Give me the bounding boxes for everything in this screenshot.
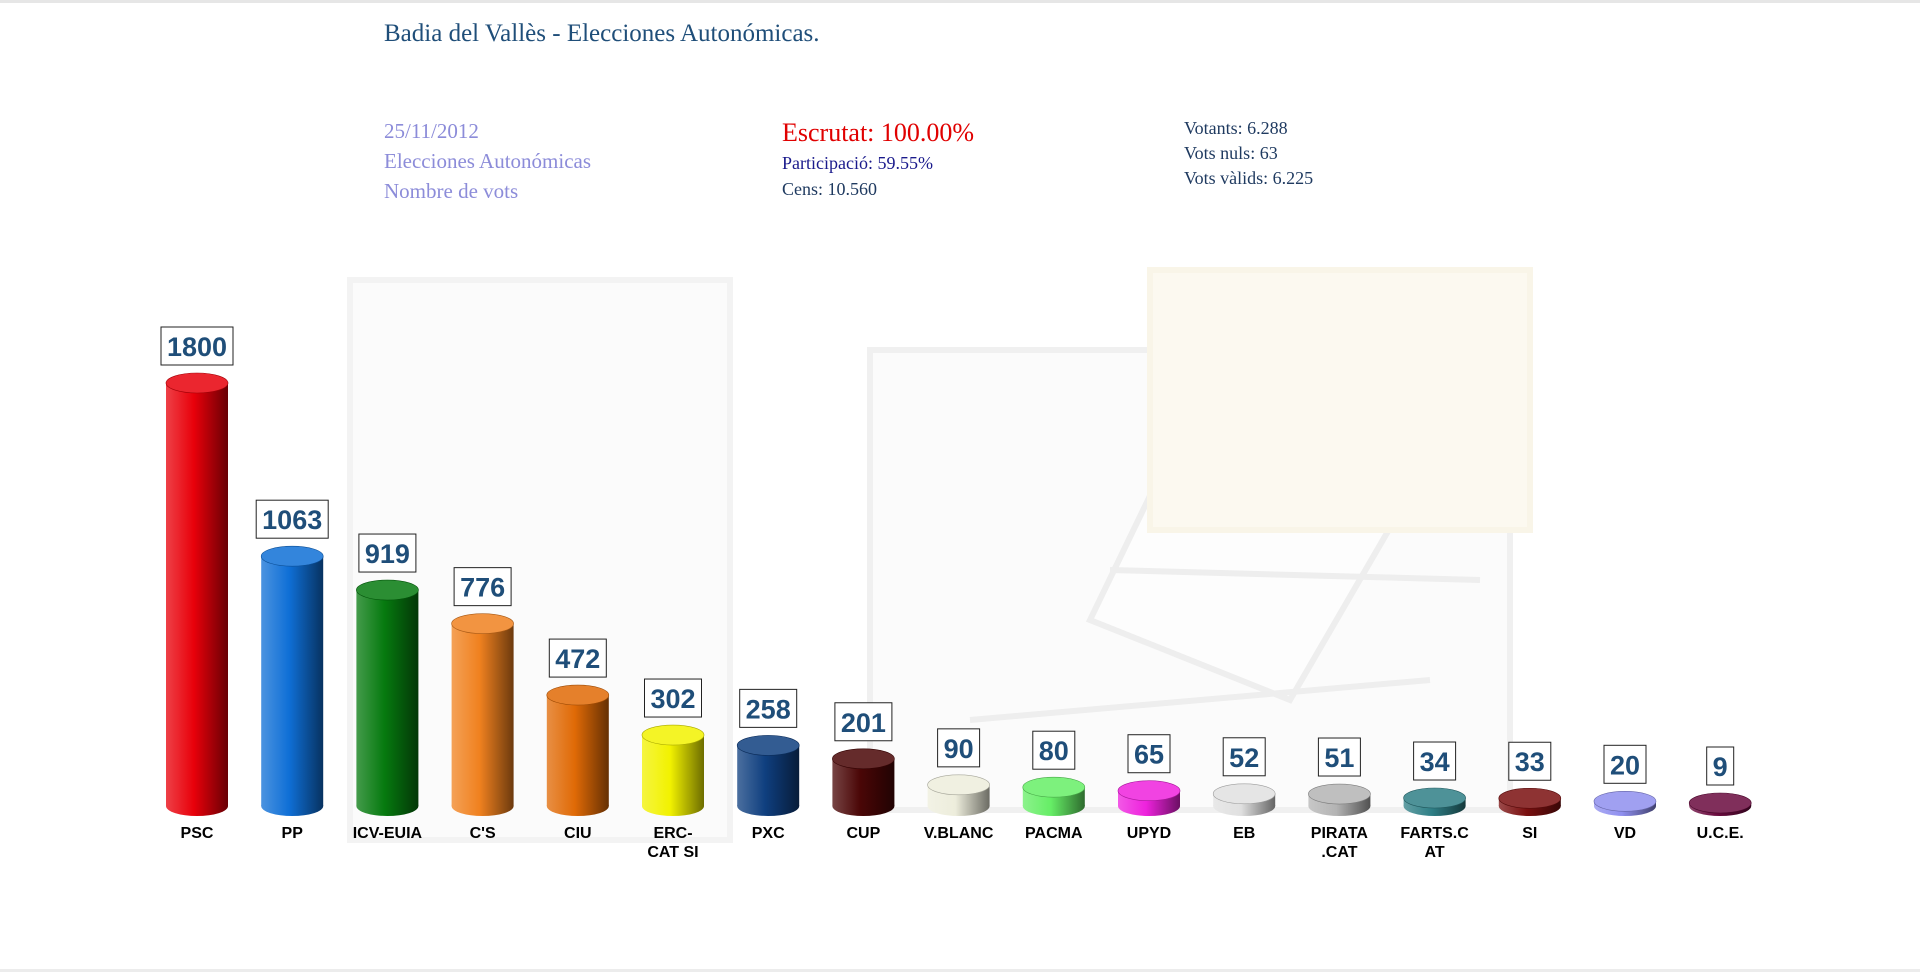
tick-label: PIRATA .CAT (1311, 825, 1369, 861)
voters-count: Votants: 6.288 (1184, 118, 1288, 138)
tick-label: SI (1522, 825, 1537, 842)
bar (1688, 792, 1752, 816)
election-date: 25/11/2012 (384, 119, 479, 143)
bar (1498, 787, 1562, 816)
bar (1022, 776, 1086, 816)
page-title: Badia del Vallès - Elecciones Autonómica… (384, 20, 820, 47)
census: Cens: 10.560 (782, 179, 878, 199)
bar (1117, 780, 1181, 816)
svg-text:1800: 1800 (167, 332, 227, 362)
tick-label: C'S (470, 825, 496, 842)
svg-text:201: 201 (841, 708, 886, 738)
null-votes: Vots nuls: 63 (1184, 143, 1278, 163)
data-label: 302 (644, 678, 702, 718)
svg-text:919: 919 (365, 539, 410, 569)
data-label: 51 (1317, 737, 1361, 777)
svg-text:776: 776 (460, 573, 505, 603)
data-label: 33 (1508, 741, 1552, 781)
bottom-border (0, 969, 1920, 972)
tick-label: V.BLANC (924, 825, 994, 842)
data-label: 34 (1413, 741, 1457, 781)
bar (736, 735, 800, 816)
bar (546, 684, 610, 816)
bar (1308, 783, 1371, 816)
data-label: 65 (1127, 734, 1171, 774)
bar (451, 613, 514, 816)
tick-label: FARTS.C AT (1400, 825, 1469, 861)
election-name: Elecciones Autonómicas (384, 149, 592, 173)
data-label: 20 (1603, 744, 1647, 784)
tick-label: ICV-EUIA (353, 825, 423, 842)
vote-totals: Votants: 6.288 Vots nuls: 63 Vots vàlids… (1184, 116, 1313, 191)
bar (1403, 787, 1466, 816)
bar (832, 748, 895, 816)
bar (1212, 783, 1276, 816)
tick-label: U.C.E. (1697, 825, 1744, 842)
election-info: 25/11/2012 Elecciones Autonómicas Nombre… (384, 116, 591, 206)
data-label: 90 (937, 728, 981, 768)
valid-votes: Vots vàlids: 6.225 (1184, 168, 1314, 188)
data-label: 472 (548, 638, 607, 678)
count-summary: Escrutat: 100.00% Participació: 59.55% C… (782, 116, 974, 202)
svg-text:34: 34 (1420, 747, 1450, 777)
top-border (0, 0, 1920, 3)
scrutat-percent: Escrutat: 100.00% (782, 118, 975, 147)
svg-text:20: 20 (1610, 750, 1640, 780)
bar (1593, 790, 1657, 816)
data-label: 80 (1032, 730, 1076, 770)
data-label: 9 (1706, 746, 1735, 786)
tick-label: PACMA (1025, 825, 1083, 842)
tick-label: CIU (564, 825, 592, 842)
bar (641, 724, 705, 816)
tick-label: VD (1614, 825, 1636, 842)
tick-label: PXC (752, 825, 785, 842)
svg-text:258: 258 (746, 694, 791, 724)
ballot-box-watermark (347, 267, 1533, 843)
tick-label: EB (1233, 825, 1255, 842)
bar (165, 372, 229, 816)
svg-text:302: 302 (650, 684, 695, 714)
tick-label: UPYD (1127, 825, 1171, 842)
tick-label: PSC (181, 825, 214, 842)
tick-label: PP (282, 825, 304, 842)
bar (260, 545, 324, 816)
bar (356, 579, 419, 816)
data-label: 1063 (255, 499, 329, 539)
svg-text:472: 472 (555, 644, 600, 674)
svg-text:51: 51 (1324, 743, 1354, 773)
tick-label: ERC-CAT SI (647, 825, 698, 861)
metric-label: Nombre de vots (384, 179, 519, 203)
data-label: 1800 (160, 326, 234, 366)
svg-text:1063: 1063 (262, 505, 322, 535)
participation: Participació: 59.55% (782, 153, 933, 173)
svg-text:33: 33 (1515, 747, 1545, 777)
svg-text:52: 52 (1229, 743, 1259, 773)
bar (927, 774, 990, 816)
data-label: 52 (1222, 737, 1266, 777)
svg-text:9: 9 (1713, 752, 1728, 782)
tick-label: CUP (847, 825, 881, 842)
svg-text:65: 65 (1134, 740, 1164, 770)
svg-text:80: 80 (1039, 736, 1069, 766)
data-label: 919 (358, 533, 417, 573)
svg-text:90: 90 (944, 734, 974, 764)
data-label: 201 (834, 702, 893, 742)
data-label: 776 (453, 567, 512, 607)
data-label: 258 (739, 688, 798, 728)
